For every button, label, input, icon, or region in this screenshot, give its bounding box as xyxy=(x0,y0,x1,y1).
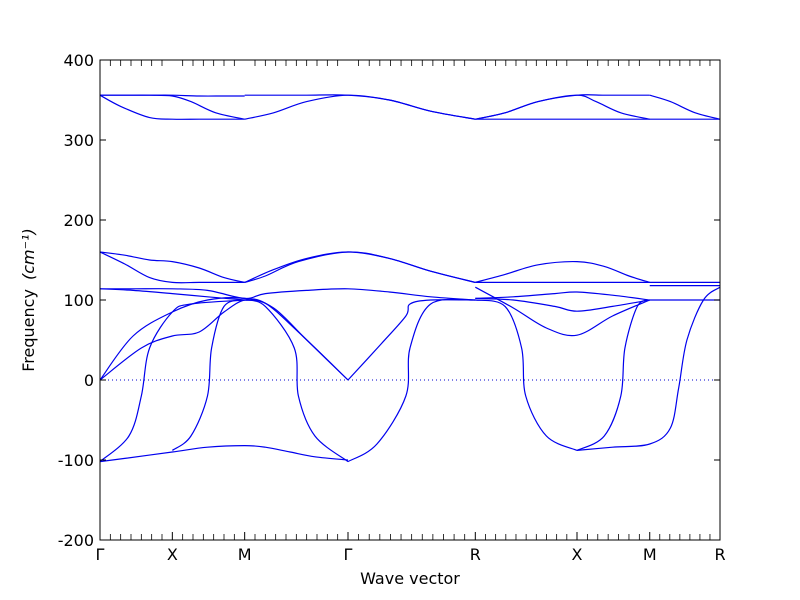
phonon-band-19 xyxy=(99,298,349,381)
phonon-band-8 xyxy=(475,94,650,120)
y-tick-label: 0 xyxy=(84,371,94,390)
y-tick-label: 100 xyxy=(63,291,94,310)
phonon-band-5 xyxy=(100,94,245,120)
phonon-band-4 xyxy=(244,94,476,120)
phonon-band-30 xyxy=(475,291,650,301)
phonon-band-29 xyxy=(475,297,650,312)
y-tick-label: 300 xyxy=(63,131,94,150)
x-tick-label: R xyxy=(714,545,725,564)
y-axis-label-unit: (cm⁻¹) xyxy=(19,228,38,280)
phonon-band-23 xyxy=(171,299,245,451)
x-tick-label: M xyxy=(643,545,657,564)
phonon-band-32 xyxy=(576,286,721,451)
axes-frame xyxy=(99,59,721,541)
y-axis-label-text: Frequency xyxy=(19,289,38,372)
phonon-band-31 xyxy=(576,299,651,451)
x-tick-label: M xyxy=(238,545,252,564)
phonon-band-14 xyxy=(475,260,650,283)
x-tick-label: Γ xyxy=(96,545,105,564)
phonon-band-20 xyxy=(99,297,349,381)
y-tick-label: -200 xyxy=(58,531,94,550)
phonon-band-24 xyxy=(244,299,349,463)
y-tick-label: -100 xyxy=(58,451,94,470)
phonon-band-26 xyxy=(347,298,476,463)
x-tick-label: Γ xyxy=(344,545,353,564)
x-axis-label: Wave vector xyxy=(360,569,460,588)
phonon-band-21 xyxy=(99,444,349,463)
phonon-band-3 xyxy=(99,94,245,120)
y-axis-label: Frequency (cm⁻¹) xyxy=(19,228,38,371)
phonon-band-13 xyxy=(244,251,476,283)
phonon-band-22 xyxy=(99,299,245,463)
x-tick-label: X xyxy=(167,545,178,564)
phonon-band-27 xyxy=(475,299,578,451)
x-tick-label: R xyxy=(470,545,481,564)
phonon-band-7 xyxy=(649,94,721,120)
x-tick-label: X xyxy=(572,545,583,564)
y-tick-label: 200 xyxy=(63,211,94,230)
phonon-band-6 xyxy=(475,94,650,120)
phonon-band-10 xyxy=(99,251,245,283)
y-tick-label: 400 xyxy=(63,51,94,70)
phonon-band-28 xyxy=(475,286,650,337)
phonon-band-25 xyxy=(347,299,476,381)
y-ticks: -200 -100 0 100 200 300 400 xyxy=(58,51,720,550)
phonon-band-17 xyxy=(100,288,476,301)
phonon-band-11 xyxy=(99,251,245,284)
plot-area xyxy=(99,94,721,463)
phonon-band-12 xyxy=(244,251,476,283)
phonon-band-2 xyxy=(244,94,476,120)
